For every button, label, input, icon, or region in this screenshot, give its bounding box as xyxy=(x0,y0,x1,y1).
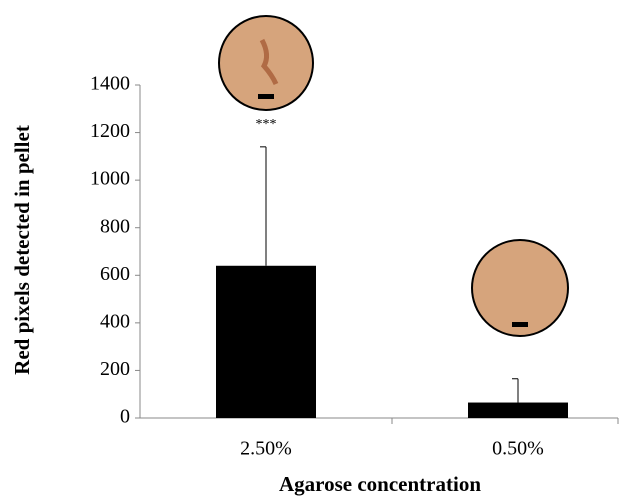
y-axis-label: Red pixels detected in pellet xyxy=(10,125,34,375)
x-axis-label: Agarose concentration xyxy=(279,472,481,496)
y-tick-label: 800 xyxy=(100,215,130,237)
y-tick-label: 200 xyxy=(100,358,130,380)
y-tick-label: 1400 xyxy=(90,73,130,95)
x-tick-label: 0.50% xyxy=(492,438,544,460)
y-tick-label: 600 xyxy=(100,263,130,285)
y-tick-label: 400 xyxy=(100,310,130,332)
pellet-image xyxy=(218,15,314,111)
y-tick-label: 0 xyxy=(120,406,130,428)
y-tick-label: 1200 xyxy=(90,120,130,142)
x-tick-label: 2.50% xyxy=(240,438,292,460)
annotation: *** xyxy=(256,117,277,132)
bar xyxy=(216,265,316,418)
bar xyxy=(468,402,568,418)
pellet-image xyxy=(471,239,569,337)
y-tick-label: 1000 xyxy=(90,168,130,190)
